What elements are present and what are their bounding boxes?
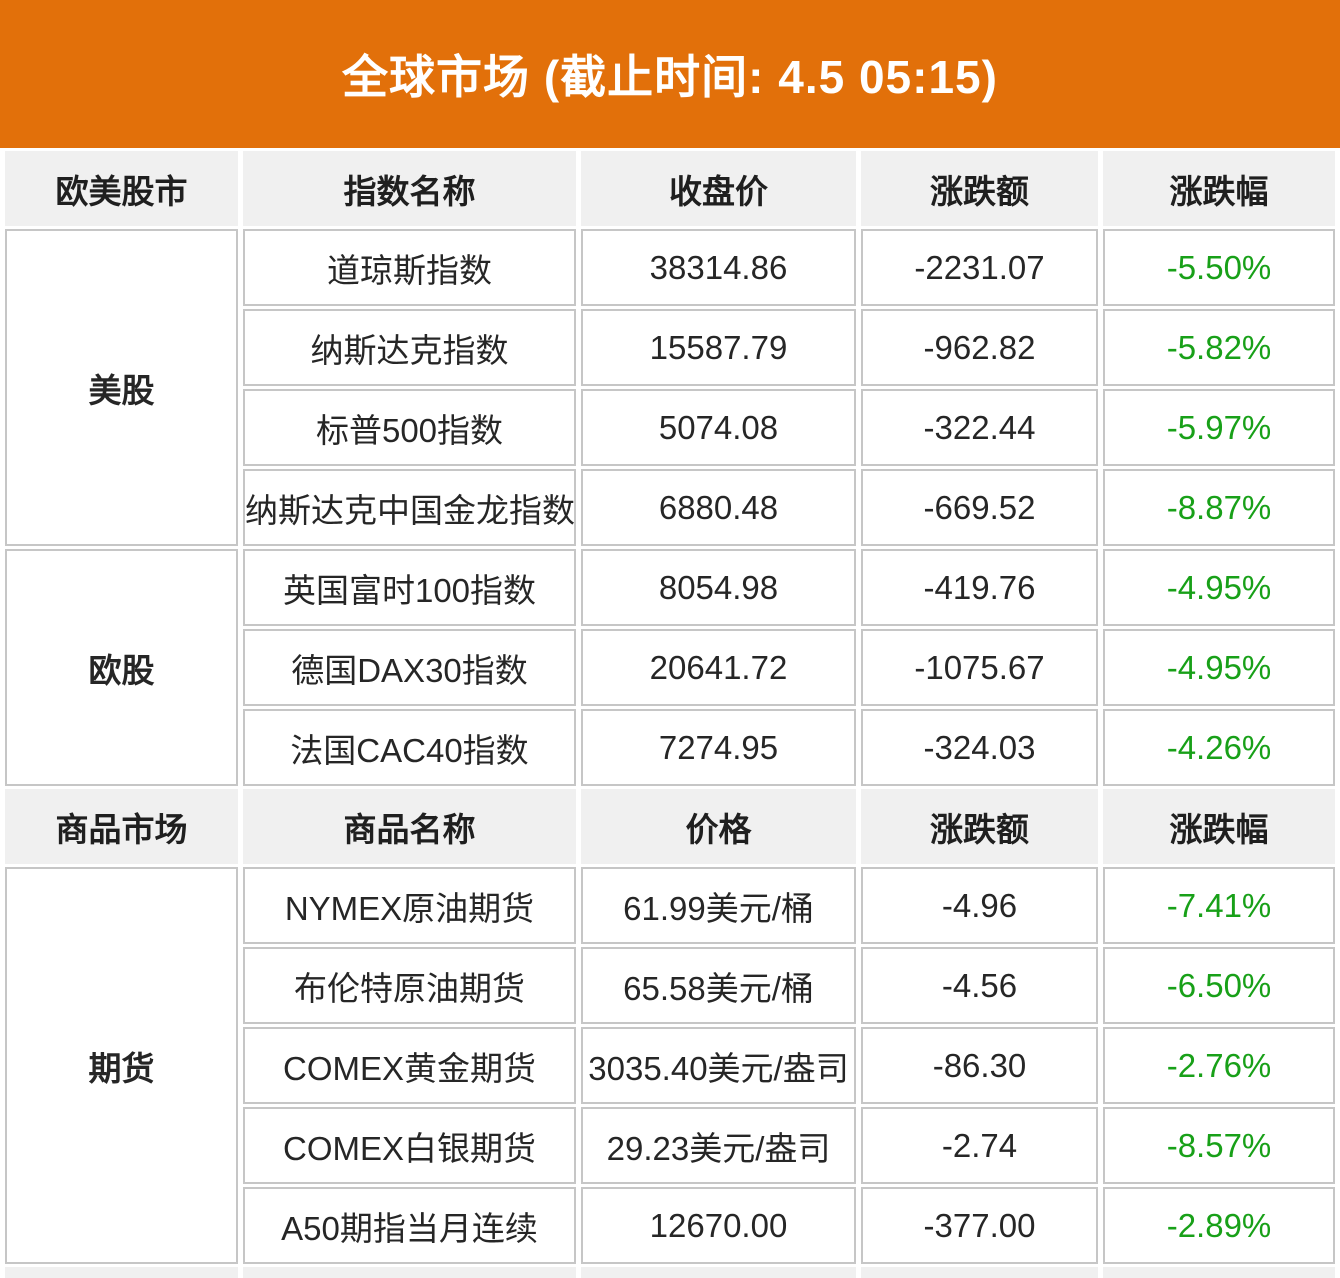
column-header-name: 指数名称 (243, 151, 576, 226)
pct-cell: -5.97% (1103, 389, 1335, 466)
price-cell: 8054.98 (581, 549, 856, 626)
column-header-pct: 涨跌幅 (1103, 789, 1335, 864)
change-cell: -669.52 (861, 469, 1098, 546)
name-cell: 德国DAX30指数 (243, 629, 576, 706)
name-cell: COMEX黄金期货 (243, 1027, 576, 1104)
name-cell: 布伦特原油期货 (243, 947, 576, 1024)
banner: 全球市场 (截止时间: 4.5 05:15) (0, 0, 1340, 148)
pct-cell: -2.89% (1103, 1187, 1335, 1264)
price-cell: 12670.00 (581, 1187, 856, 1264)
change-cell: -2231.07 (861, 229, 1098, 306)
table-row: COMEX白银期货 29.23美元/盎司 -2.74 -8.57% (5, 1107, 1335, 1184)
pct-cell: -2.76% (1103, 1027, 1335, 1104)
price-cell: 65.58美元/桶 (581, 947, 856, 1024)
column-header-group: 商品市场 (5, 789, 238, 864)
column-header-price: 价格 (581, 789, 856, 864)
table-row: 期货 NYMEX原油期货 61.99美元/桶 -4.96 -7.41% (5, 867, 1335, 1264)
table-row: 布伦特原油期货 65.58美元/桶 -4.56 -6.50% (5, 947, 1335, 1024)
change-cell: -377.00 (861, 1187, 1098, 1264)
price-cell: 15587.79 (581, 309, 856, 386)
table-row: 纳斯达克指数 15587.79 -962.82 -5.82% (5, 309, 1335, 386)
strip-cell (1103, 1267, 1335, 1278)
pct-cell: -8.87% (1103, 469, 1335, 546)
price-cell: 38314.86 (581, 229, 856, 306)
name-cell: 纳斯达克中国金龙指数 (243, 469, 576, 546)
table-row: 标普500指数 5074.08 -322.44 -5.97% (5, 389, 1335, 466)
name-cell: A50期指当月连续 (243, 1187, 576, 1264)
name-cell: 标普500指数 (243, 389, 576, 466)
column-header-pct: 涨跌幅 (1103, 151, 1335, 226)
group-cell: 美股 (5, 229, 238, 546)
name-cell: 英国富时100指数 (243, 549, 576, 626)
price-cell: 7274.95 (581, 709, 856, 786)
column-header-name: 商品名称 (243, 789, 576, 864)
price-cell: 29.23美元/盎司 (581, 1107, 856, 1184)
change-cell: -324.03 (861, 709, 1098, 786)
strip-cell (861, 1267, 1098, 1278)
column-header-price: 收盘价 (581, 151, 856, 226)
change-cell: -322.44 (861, 389, 1098, 466)
pct-cell: -4.26% (1103, 709, 1335, 786)
column-header-group: 欧美股市 (5, 151, 238, 226)
table-row: A50期指当月连续 12670.00 -377.00 -2.89% (5, 1187, 1335, 1264)
price-cell: 61.99美元/桶 (581, 867, 856, 944)
strip-cell (5, 1267, 238, 1278)
strip-cell (243, 1267, 576, 1278)
column-header-row: 欧美股市 指数名称 收盘价 涨跌额 涨跌幅 (5, 151, 1335, 226)
table-row: 纳斯达克中国金龙指数 6880.48 -669.52 -8.87% (5, 469, 1335, 546)
group-cell: 期货 (5, 867, 238, 1264)
change-cell: -1075.67 (861, 629, 1098, 706)
price-cell: 3035.40美元/盎司 (581, 1027, 856, 1104)
name-cell: 道琼斯指数 (243, 229, 576, 306)
price-cell: 5074.08 (581, 389, 856, 466)
strip-cell (581, 1267, 856, 1278)
change-cell: -419.76 (861, 549, 1098, 626)
pct-cell: -4.95% (1103, 549, 1335, 626)
price-cell: 20641.72 (581, 629, 856, 706)
market-table: 欧美股市 指数名称 收盘价 涨跌额 涨跌幅 美股 道琼斯指数 38314.86 -2231.07… (0, 148, 1340, 1278)
change-cell: -4.56 (861, 947, 1098, 1024)
name-cell: NYMEX原油期货 (243, 867, 576, 944)
market-table-body: 欧美股市 指数名称 收盘价 涨跌额 涨跌幅 美股 道琼斯指数 38314.86 -2231.07… (5, 151, 1335, 1278)
table-bottom-strip (5, 1267, 1335, 1278)
table-row: COMEX黄金期货 3035.40美元/盎司 -86.30 -2.76% (5, 1027, 1335, 1104)
banner-title: 全球市场 (截止时间: 4.5 05:15) (342, 51, 998, 103)
table-row: 法国CAC40指数 7274.95 -324.03 -4.26% (5, 709, 1335, 786)
pct-cell: -6.50% (1103, 947, 1335, 1024)
change-cell: -2.74 (861, 1107, 1098, 1184)
table-row: 德国DAX30指数 20641.72 -1075.67 -4.95% (5, 629, 1335, 706)
pct-cell: -5.50% (1103, 229, 1335, 306)
change-cell: -962.82 (861, 309, 1098, 386)
pct-cell: -7.41% (1103, 867, 1335, 944)
name-cell: 法国CAC40指数 (243, 709, 576, 786)
table-row: 美股 道琼斯指数 38314.86 -2231.07 -5.50% (5, 229, 1335, 546)
pct-cell: -5.82% (1103, 309, 1335, 386)
column-header-change: 涨跌额 (861, 151, 1098, 226)
column-header-row: 商品市场 商品名称 价格 涨跌额 涨跌幅 (5, 789, 1335, 864)
name-cell: COMEX白银期货 (243, 1107, 576, 1184)
column-header-change: 涨跌额 (861, 789, 1098, 864)
change-cell: -86.30 (861, 1027, 1098, 1104)
pct-cell: -8.57% (1103, 1107, 1335, 1184)
group-cell: 欧股 (5, 549, 238, 786)
price-cell: 6880.48 (581, 469, 856, 546)
name-cell: 纳斯达克指数 (243, 309, 576, 386)
pct-cell: -4.95% (1103, 629, 1335, 706)
table-row: 欧股 英国富时100指数 8054.98 -419.76 -4.95% (5, 549, 1335, 786)
change-cell: -4.96 (861, 867, 1098, 944)
